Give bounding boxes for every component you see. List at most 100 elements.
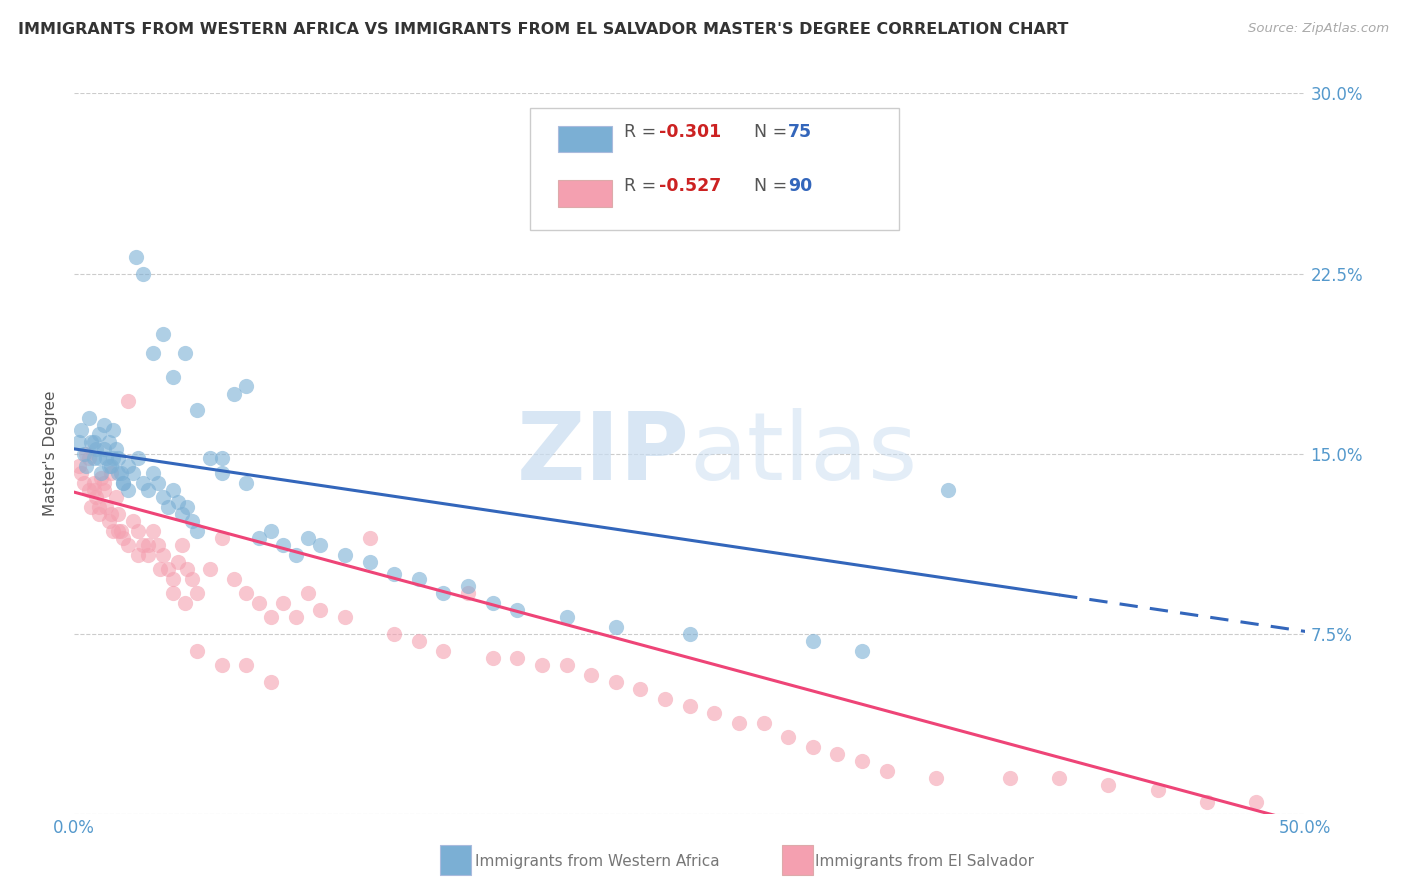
Point bbox=[132, 475, 155, 490]
Text: 90: 90 bbox=[789, 178, 813, 195]
Point bbox=[103, 524, 125, 538]
Point bbox=[97, 434, 120, 449]
Point bbox=[408, 572, 430, 586]
Point bbox=[100, 466, 122, 480]
Point bbox=[107, 507, 129, 521]
Point bbox=[382, 627, 405, 641]
Point bbox=[90, 466, 112, 480]
Point bbox=[801, 634, 824, 648]
Point bbox=[1244, 795, 1267, 809]
Point bbox=[70, 423, 93, 437]
Text: R =: R = bbox=[624, 123, 662, 141]
Point bbox=[506, 651, 529, 665]
Point bbox=[77, 483, 100, 497]
Point bbox=[73, 475, 96, 490]
Point bbox=[70, 466, 93, 480]
Point bbox=[827, 747, 849, 761]
Point bbox=[110, 466, 132, 480]
Point bbox=[162, 572, 184, 586]
Point bbox=[530, 658, 553, 673]
Point bbox=[84, 490, 107, 504]
Point bbox=[260, 674, 283, 689]
Point bbox=[382, 566, 405, 581]
Text: -0.527: -0.527 bbox=[659, 178, 721, 195]
Point bbox=[506, 603, 529, 617]
Point bbox=[97, 458, 120, 473]
Point bbox=[136, 538, 159, 552]
Point bbox=[284, 548, 307, 562]
Point bbox=[146, 475, 169, 490]
Point bbox=[284, 610, 307, 624]
Text: N =: N = bbox=[754, 123, 793, 141]
Point bbox=[247, 531, 270, 545]
Point bbox=[166, 494, 188, 508]
Point bbox=[107, 466, 129, 480]
Point bbox=[1047, 771, 1070, 785]
Y-axis label: Master's Degree: Master's Degree bbox=[44, 391, 58, 516]
Point bbox=[181, 572, 204, 586]
Point bbox=[408, 634, 430, 648]
Point bbox=[186, 403, 208, 417]
Point bbox=[136, 548, 159, 562]
Point bbox=[152, 490, 174, 504]
Point bbox=[156, 562, 179, 576]
Point bbox=[73, 447, 96, 461]
Text: atlas: atlas bbox=[690, 408, 918, 500]
Point bbox=[107, 524, 129, 538]
Point bbox=[152, 326, 174, 341]
Point bbox=[80, 500, 103, 514]
Point bbox=[112, 475, 135, 490]
Point bbox=[107, 451, 129, 466]
Point bbox=[654, 691, 676, 706]
Point bbox=[136, 483, 159, 497]
Point bbox=[83, 483, 105, 497]
Point bbox=[162, 483, 184, 497]
Point bbox=[1195, 795, 1218, 809]
Point bbox=[104, 442, 127, 456]
Point bbox=[273, 596, 295, 610]
Point bbox=[67, 434, 90, 449]
Point bbox=[936, 483, 959, 497]
Point bbox=[605, 674, 627, 689]
FancyBboxPatch shape bbox=[530, 108, 898, 230]
Point bbox=[260, 524, 283, 538]
Point bbox=[104, 490, 127, 504]
Point bbox=[801, 739, 824, 754]
Point bbox=[198, 451, 221, 466]
Point bbox=[162, 586, 184, 600]
Point bbox=[333, 548, 356, 562]
Point bbox=[142, 466, 165, 480]
Point bbox=[297, 586, 319, 600]
Point bbox=[876, 764, 898, 778]
Point bbox=[103, 423, 125, 437]
Text: Immigrants from Western Africa: Immigrants from Western Africa bbox=[475, 855, 720, 869]
Point bbox=[432, 586, 454, 600]
Point bbox=[186, 586, 208, 600]
Point bbox=[998, 771, 1021, 785]
Point bbox=[235, 475, 257, 490]
Point bbox=[90, 471, 112, 485]
Point bbox=[581, 667, 603, 681]
Point bbox=[93, 483, 115, 497]
Point bbox=[132, 538, 155, 552]
Text: -0.301: -0.301 bbox=[659, 123, 721, 141]
Point bbox=[235, 379, 257, 393]
Point bbox=[555, 610, 578, 624]
Point bbox=[122, 514, 145, 528]
Point bbox=[181, 514, 204, 528]
Point bbox=[211, 451, 233, 466]
Point bbox=[172, 507, 194, 521]
Point bbox=[84, 442, 107, 456]
Point bbox=[142, 346, 165, 360]
Point bbox=[851, 643, 873, 657]
Point bbox=[174, 596, 197, 610]
Point bbox=[93, 475, 115, 490]
Point bbox=[117, 538, 139, 552]
Point bbox=[132, 267, 155, 281]
Point bbox=[778, 730, 800, 744]
Point bbox=[162, 369, 184, 384]
Point bbox=[93, 417, 115, 432]
Point bbox=[174, 346, 197, 360]
Text: IMMIGRANTS FROM WESTERN AFRICA VS IMMIGRANTS FROM EL SALVADOR MASTER'S DEGREE CO: IMMIGRANTS FROM WESTERN AFRICA VS IMMIGR… bbox=[18, 22, 1069, 37]
Point bbox=[127, 548, 149, 562]
